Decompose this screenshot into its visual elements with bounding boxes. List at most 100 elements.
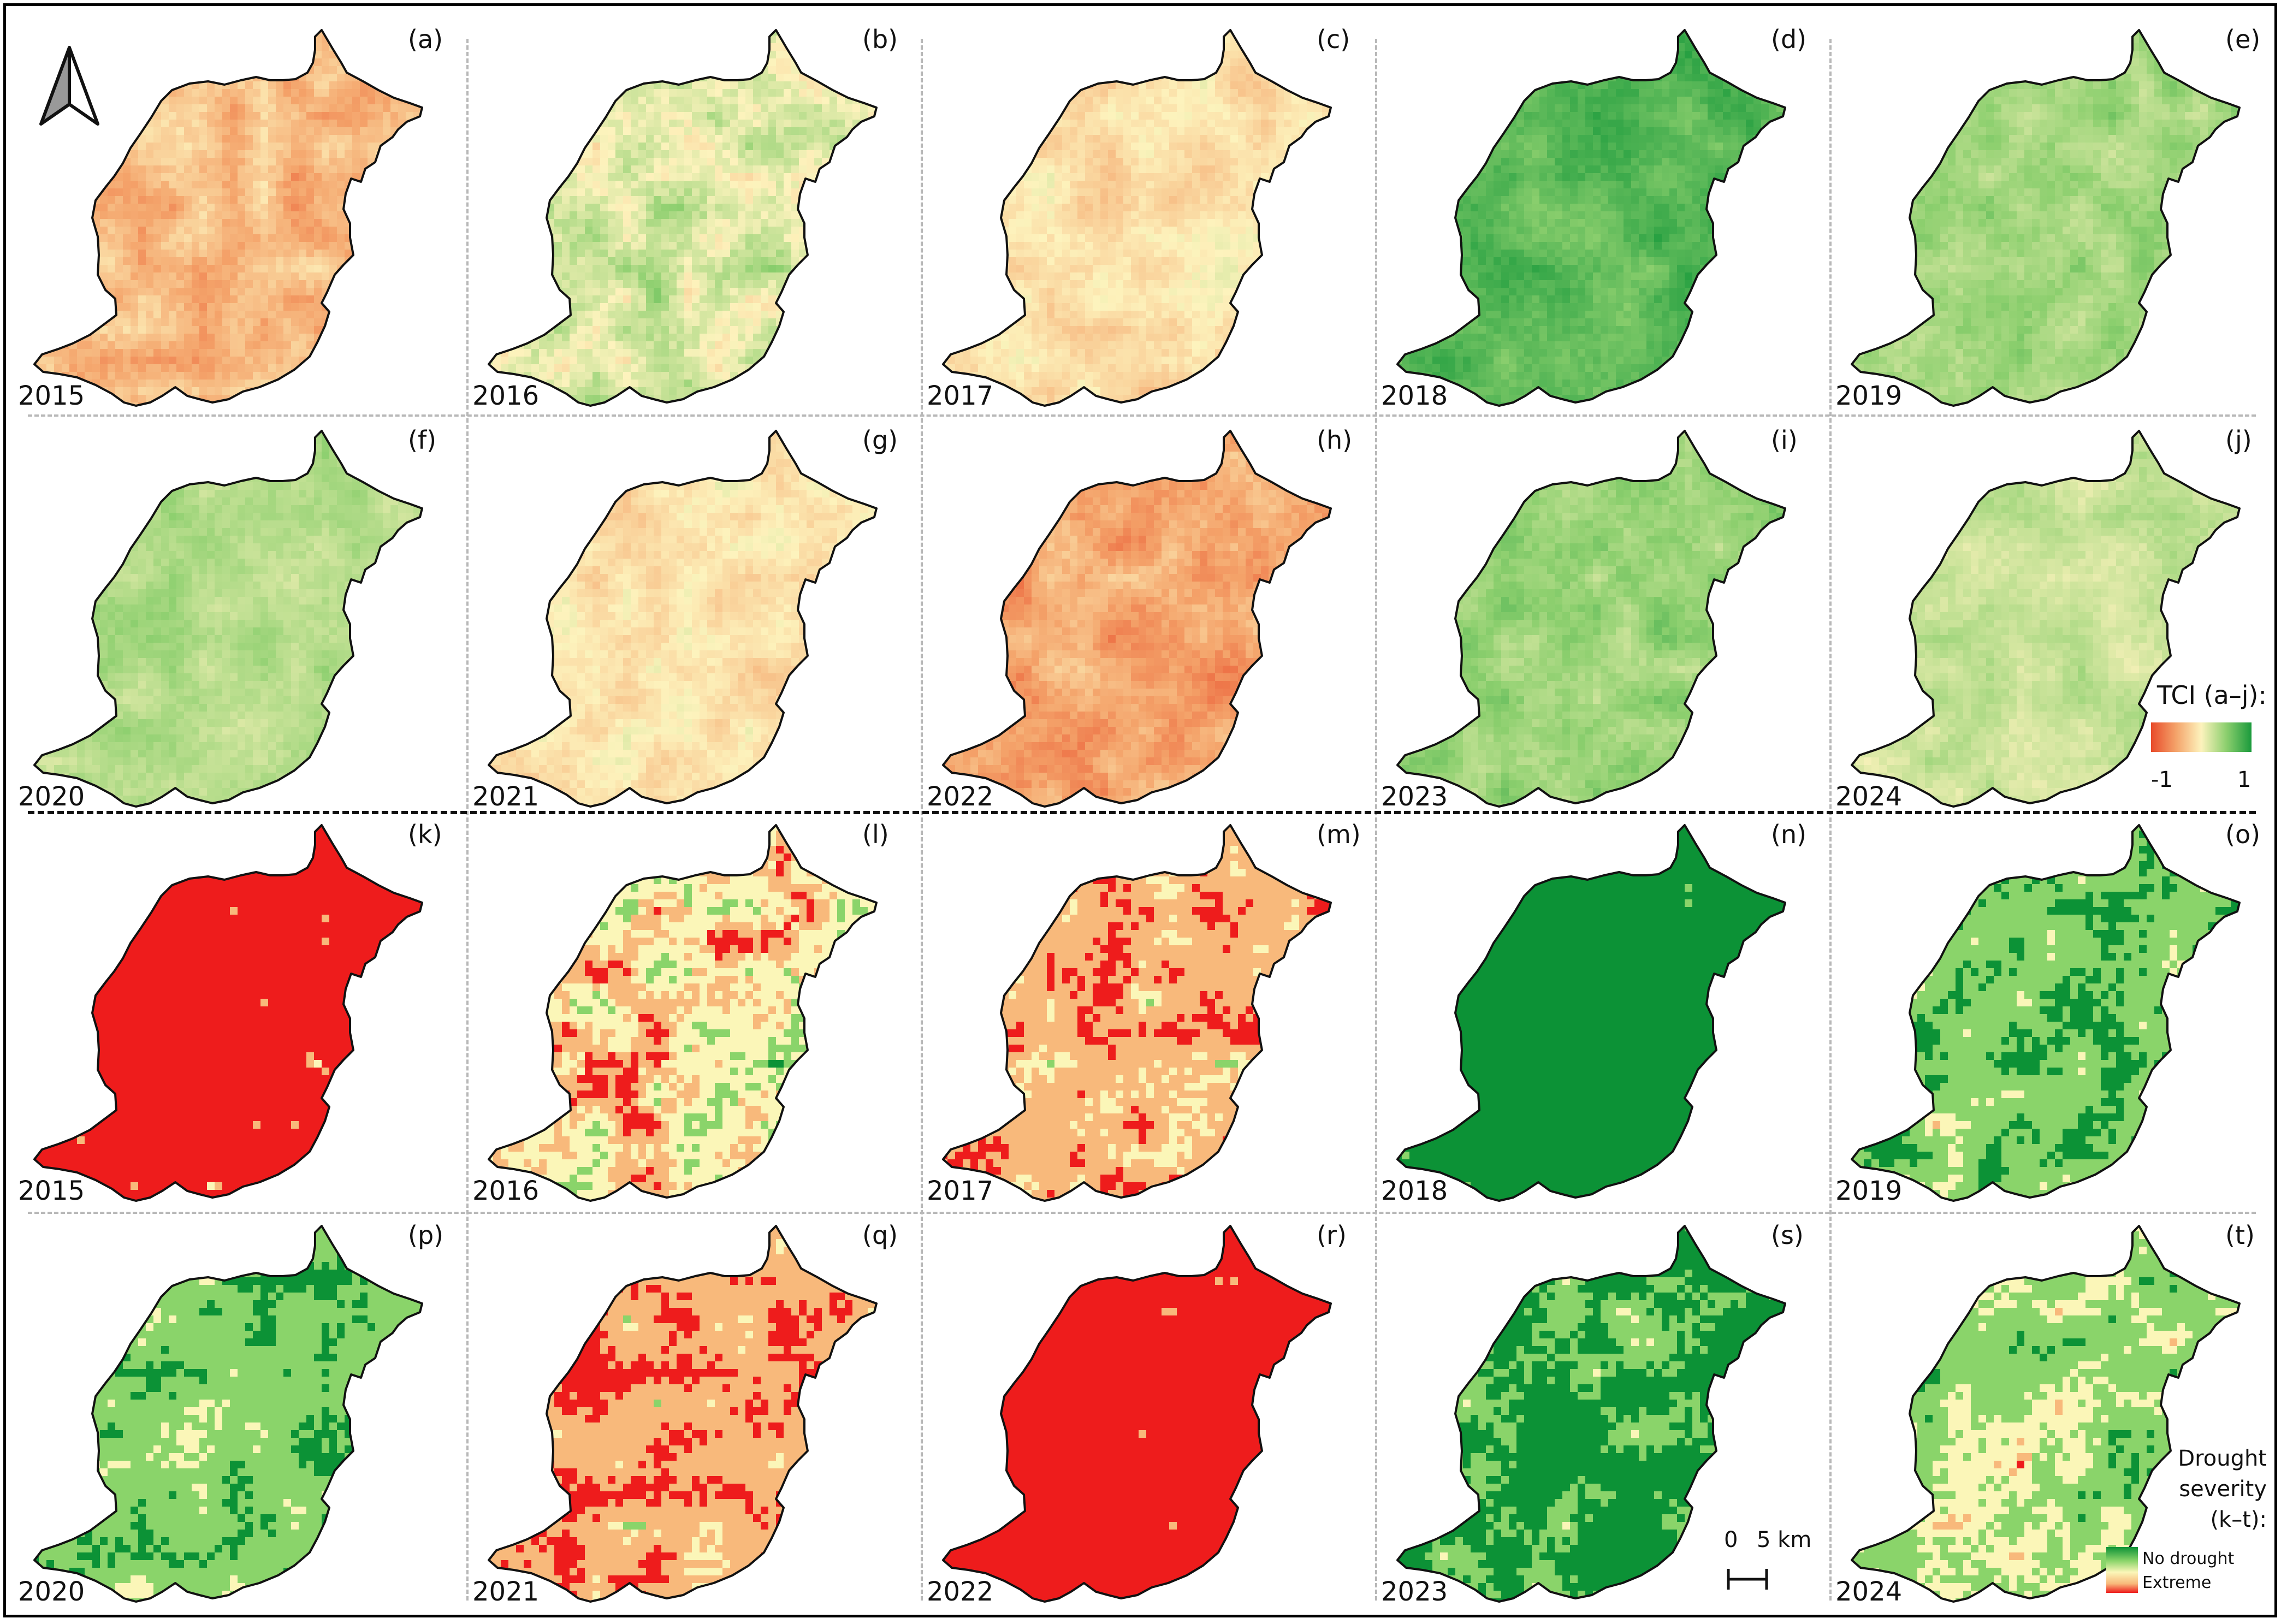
map-panel: (r) 2022 — [925, 1216, 1372, 1609]
raster-cells — [925, 421, 1372, 814]
raster-cells — [470, 421, 918, 814]
panel-year: 2019 — [1835, 381, 1902, 411]
panel-letter: (l) — [862, 820, 889, 849]
severity-legend-top: No drought — [2142, 1549, 2234, 1568]
panel-year: 2022 — [927, 1576, 993, 1607]
column-separator — [1829, 39, 1832, 1601]
catchment-map — [470, 1216, 918, 1609]
row-separator — [28, 414, 2256, 417]
panel-letter: (b) — [862, 25, 898, 54]
catchment-map — [925, 20, 1372, 413]
tci-legend-min: -1 — [2151, 767, 2173, 792]
column-separator — [466, 39, 469, 1601]
section-separator — [28, 811, 2256, 814]
tci-color-ramp — [2151, 722, 2252, 752]
panel-year: 2017 — [927, 1176, 993, 1206]
panel-year: 2021 — [472, 1576, 539, 1607]
column-separator — [1375, 39, 1377, 1601]
scale-bar-line — [1726, 1566, 1770, 1593]
panel-letter: (j) — [2225, 425, 2252, 455]
panel-letter: (m) — [1317, 820, 1361, 849]
catchment-map — [1833, 20, 2281, 413]
map-panel: (b) 2016 — [470, 20, 918, 413]
severity-legend-title-1: Drought — [2081, 1443, 2267, 1474]
panel-letter: (h) — [1317, 425, 1352, 455]
tci-legend-max: 1 — [2237, 767, 2251, 792]
severity-legend-title-3: (k–t): — [2081, 1504, 2267, 1535]
map-panel: (h) 2022 — [925, 421, 1372, 814]
map-panel: (c) 2017 — [925, 20, 1372, 413]
raster-cells — [1379, 421, 1827, 814]
panel-year: 2019 — [1835, 1176, 1902, 1206]
catchment-map — [470, 421, 918, 814]
catchment-map — [470, 815, 918, 1208]
raster-cells — [1379, 20, 1827, 413]
panel-letter: (p) — [408, 1220, 443, 1250]
panel-letter: (r) — [1317, 1220, 1347, 1250]
map-panel: (q) 2021 — [470, 1216, 918, 1609]
panel-letter: (g) — [862, 425, 898, 455]
panel-letter: (k) — [408, 820, 442, 849]
catchment-map — [1379, 20, 1827, 413]
catchment-map — [16, 815, 464, 1208]
catchment-map — [1379, 815, 1827, 1208]
panel-year: 2022 — [927, 781, 993, 812]
panel-year: 2016 — [472, 381, 539, 411]
panel-year: 2023 — [1381, 781, 1448, 812]
raster-cells — [925, 20, 1372, 413]
catchment-map — [470, 20, 918, 413]
map-panel: (n) 2018 — [1379, 815, 1827, 1208]
panel-letter: (o) — [2225, 820, 2260, 849]
raster-cells — [1833, 815, 2281, 1208]
raster-cells — [470, 20, 918, 413]
panel-year: 2020 — [18, 1576, 85, 1607]
scale-bar-zero: 0 — [1724, 1527, 1738, 1552]
map-panel: (l) 2016 — [470, 815, 918, 1208]
catchment-map — [925, 815, 1372, 1208]
raster-cells — [1833, 421, 2281, 814]
panel-letter: (q) — [862, 1220, 898, 1250]
catchment-map — [16, 421, 464, 814]
panel-year: 2021 — [472, 781, 539, 812]
scale-bar-distance: 5 km — [1757, 1527, 1811, 1552]
map-panel: (p) 2020 — [16, 1216, 464, 1609]
panel-year: 2015 — [18, 1176, 85, 1206]
raster-cells — [925, 815, 1372, 1208]
north-arrow-icon — [37, 43, 102, 131]
raster-cells — [1379, 815, 1827, 1208]
panel-year: 2018 — [1381, 1176, 1448, 1206]
raster-cells — [16, 815, 464, 1208]
raster-cells — [925, 1216, 1372, 1609]
map-panel: (j) 2024 — [1833, 421, 2281, 814]
catchment-map — [1833, 421, 2281, 814]
panel-letter: (f) — [408, 425, 436, 455]
panel-year: 2024 — [1835, 781, 1902, 812]
catchment-map — [1379, 421, 1827, 814]
severity-color-ramp — [2106, 1547, 2138, 1593]
panel-letter: (c) — [1317, 25, 1350, 54]
map-panel: (d) 2018 — [1379, 20, 1827, 413]
panel-letter: (n) — [1771, 820, 1806, 849]
catchment-map — [925, 421, 1372, 814]
panel-letter: (t) — [2225, 1220, 2255, 1250]
panel-year: 2024 — [1835, 1576, 1902, 1607]
panel-year: 2015 — [18, 381, 85, 411]
map-panel: (f) 2020 — [16, 421, 464, 814]
map-panel: (i) 2023 — [1379, 421, 1827, 814]
row-separator — [28, 1212, 2256, 1214]
panel-year: 2016 — [472, 1176, 539, 1206]
panel-letter: (e) — [2225, 25, 2260, 54]
panel-letter: (s) — [1771, 1220, 1804, 1250]
raster-cells — [470, 815, 918, 1208]
map-panel: (g) 2021 — [470, 421, 918, 814]
panel-year: 2023 — [1381, 1576, 1448, 1607]
raster-cells — [16, 1216, 464, 1609]
panel-letter: (a) — [408, 25, 443, 54]
catchment-map — [925, 1216, 1372, 1609]
panel-letter: (i) — [1771, 425, 1798, 455]
map-panel: (e) 2019 — [1833, 20, 2281, 413]
figure-frame: (a) 2015 (b) 2016 (c) 2017 (d) 2018 (e) 2019 (f) 20… — [3, 3, 2277, 1617]
raster-cells — [16, 421, 464, 814]
severity-legend-title-2: severity — [2081, 1474, 2267, 1504]
column-separator — [921, 39, 923, 1601]
